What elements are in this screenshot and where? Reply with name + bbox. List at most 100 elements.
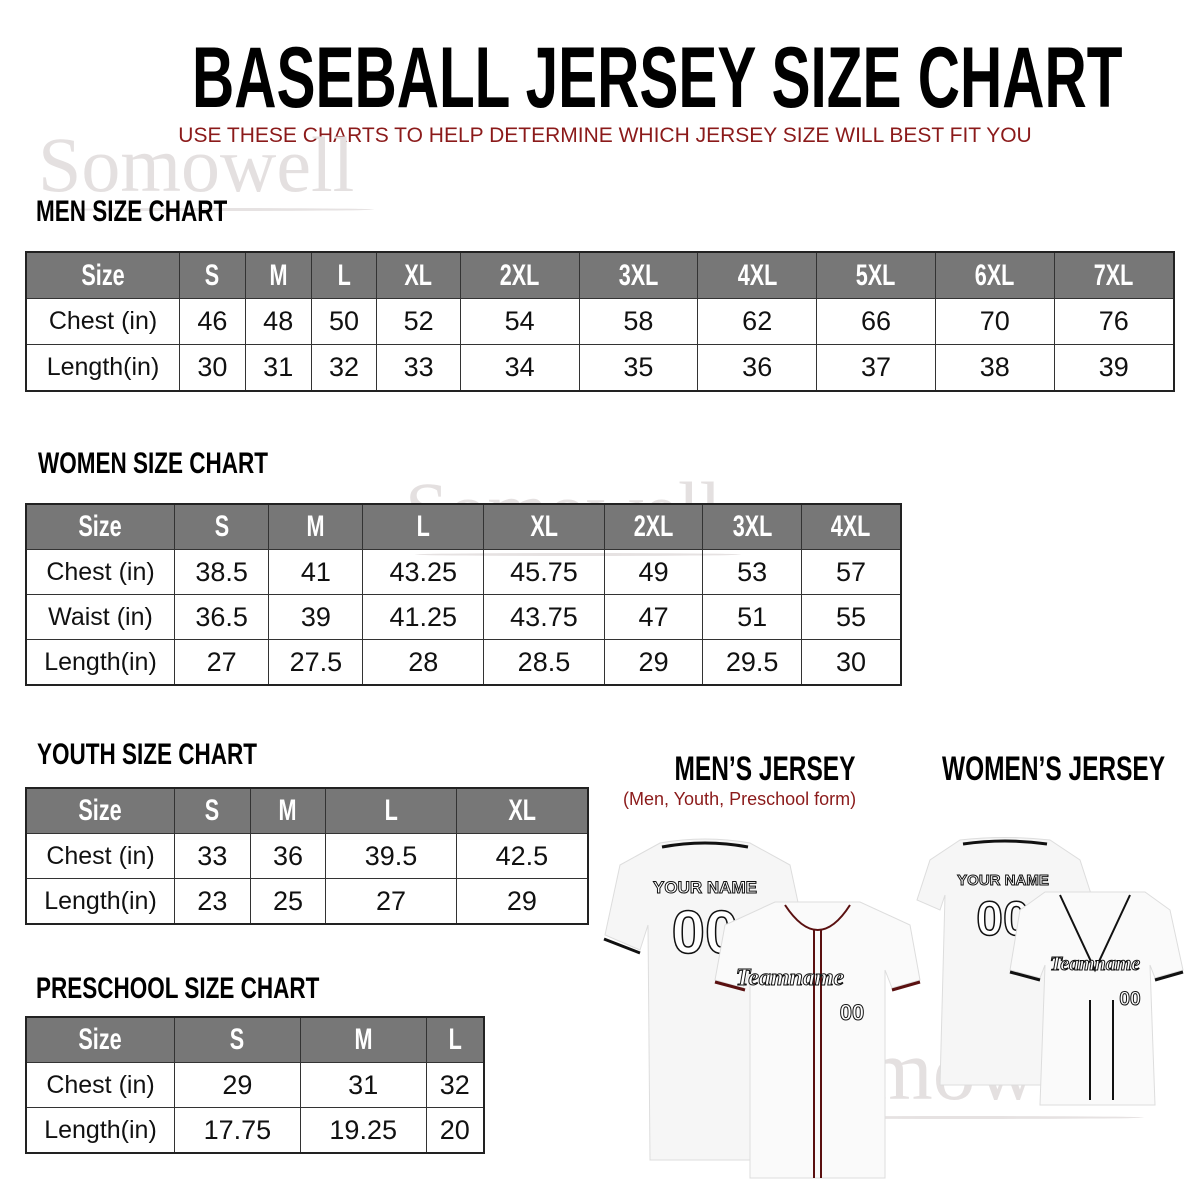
- table-cell: 29.5: [702, 639, 802, 686]
- row-label: Chest (in): [25, 298, 180, 345]
- svg-text:00: 00: [840, 1000, 864, 1025]
- row-label: Chest (in): [25, 549, 175, 595]
- table-cell: 29: [174, 1062, 301, 1108]
- table-cell: 58: [578, 298, 699, 345]
- table-cell: 41: [268, 549, 364, 595]
- table-cell: 32: [425, 1062, 485, 1108]
- column-header: L: [425, 1016, 485, 1063]
- table-cell: 36: [249, 833, 327, 879]
- table-row: Chest (in) 38.5 41 43.25 45.75 49 53 57: [25, 549, 902, 595]
- column-header: 5XL: [816, 251, 936, 299]
- row-label: Waist (in): [25, 594, 175, 640]
- table-cell: 43.75: [483, 594, 605, 640]
- table-cell: 36.5: [173, 594, 270, 640]
- table-cell: 31: [244, 344, 312, 392]
- row-label: Length(in): [25, 639, 175, 686]
- table-cell: 19.25: [299, 1107, 427, 1154]
- svg-text:YOUR NAME: YOUR NAME: [957, 872, 1049, 889]
- womens-jersey-title: WOMEN’S JERSEY: [942, 750, 1166, 788]
- women-chart-title: WOMEN SIZE CHART: [38, 447, 268, 480]
- table-cell: 38: [934, 344, 1055, 392]
- table-cell: 30: [800, 639, 902, 686]
- table-cell: 31: [299, 1062, 427, 1108]
- table-cell: 29: [603, 639, 704, 686]
- svg-text:Teamname: Teamname: [736, 965, 845, 991]
- page-subtitle: USE THESE CHARTS TO HELP DETERMINE WHICH…: [178, 124, 1032, 147]
- column-header: 7XL: [1053, 251, 1175, 299]
- table-cell: 53: [702, 549, 802, 595]
- table-cell: 51: [702, 594, 802, 640]
- row-label: Length(in): [25, 344, 180, 392]
- svg-text:Teamname: Teamname: [1050, 953, 1140, 975]
- table-header-row: Size S M L: [25, 1016, 485, 1063]
- table-header-row: Size S M L XL 2XL 3XL 4XL: [25, 503, 902, 550]
- row-label: Chest (in): [25, 833, 175, 879]
- table-cell: 54: [459, 298, 580, 345]
- column-header: M: [249, 787, 327, 834]
- table-cell: 34: [459, 344, 580, 392]
- table-row: Length(in) 30 31 32 33 34 35 36 37 38 39: [25, 344, 1175, 392]
- table-cell: 45.75: [483, 549, 605, 595]
- column-header: M: [299, 1016, 427, 1063]
- column-header: Size: [25, 251, 180, 299]
- women-size-table: Size S M L XL 2XL 3XL 4XL Chest (in) 38.5 41 43.25 4…: [25, 503, 902, 686]
- table-cell: 36: [697, 344, 818, 392]
- table-cell: 29: [455, 878, 589, 925]
- column-header: S: [173, 503, 270, 550]
- table-cell: 39.5: [325, 833, 457, 879]
- column-header: Size: [25, 503, 175, 550]
- table-cell: 57: [800, 549, 902, 595]
- table-cell: 76: [1053, 298, 1175, 345]
- column-header: Size: [25, 787, 175, 834]
- column-header: 3XL: [702, 503, 802, 550]
- column-header: S: [174, 1016, 301, 1063]
- column-header: XL: [376, 251, 461, 299]
- table-cell: 46: [179, 298, 246, 345]
- table-cell: 25: [249, 878, 327, 925]
- column-header: S: [179, 251, 246, 299]
- table-cell: 38.5: [173, 549, 270, 595]
- table-cell: 30: [179, 344, 246, 392]
- column-header: L: [362, 503, 485, 550]
- column-header: M: [268, 503, 364, 550]
- table-cell: 27.5: [268, 639, 364, 686]
- table-row: Chest (in) 33 36 39.5 42.5: [25, 833, 589, 879]
- column-header: XL: [455, 787, 589, 834]
- table-cell: 23: [174, 878, 251, 925]
- table-cell: 35: [578, 344, 699, 392]
- table-cell: 32: [310, 344, 378, 392]
- table-header-row: Size S M L XL 2XL 3XL 4XL 5XL 6XL 7XL: [25, 251, 1175, 299]
- mens-jersey-front-image: Teamname 00: [714, 901, 921, 1179]
- column-header: 4XL: [697, 251, 818, 299]
- table-cell: 39: [1053, 344, 1175, 392]
- table-row: Length(in) 23 25 27 29: [25, 878, 589, 925]
- table-cell: 66: [816, 298, 936, 345]
- table-header-row: Size S M L XL: [25, 787, 589, 834]
- preschool-size-table: Size S M L Chest (in) 29 31 32 Length(in) 17.75 19…: [25, 1016, 485, 1154]
- table-cell: 70: [934, 298, 1055, 345]
- column-header: S: [174, 787, 251, 834]
- youth-chart-title: YOUTH SIZE CHART: [37, 738, 258, 771]
- table-cell: 62: [697, 298, 818, 345]
- table-cell: 27: [325, 878, 457, 925]
- table-cell: 37: [816, 344, 936, 392]
- table-cell: 48: [244, 298, 312, 345]
- table-cell: 28: [362, 639, 485, 686]
- table-row: Length(in) 27 27.5 28 28.5 29 29.5 30: [25, 639, 902, 686]
- table-cell: 42.5: [455, 833, 589, 879]
- column-header: XL: [483, 503, 605, 550]
- table-cell: 27: [173, 639, 270, 686]
- table-row: Chest (in) 29 31 32: [25, 1062, 485, 1108]
- row-label: Length(in): [25, 1107, 175, 1154]
- column-header: 2XL: [459, 251, 580, 299]
- table-row: Waist (in) 36.5 39 41.25 43.75 47 51 55: [25, 594, 902, 640]
- column-header: L: [310, 251, 378, 299]
- table-cell: 33: [174, 833, 251, 879]
- table-cell: 33: [376, 344, 461, 392]
- table-cell: 55: [800, 594, 902, 640]
- column-header: L: [325, 787, 457, 834]
- table-row: Length(in) 17.75 19.25 20: [25, 1107, 485, 1154]
- row-label: Length(in): [25, 878, 175, 925]
- table-cell: 52: [376, 298, 461, 345]
- table-cell: 49: [603, 549, 704, 595]
